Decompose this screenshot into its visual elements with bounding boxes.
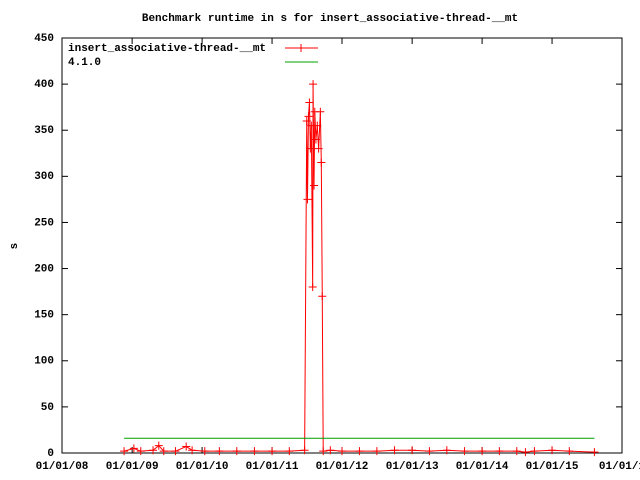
series-line (123, 84, 595, 453)
x-tick-label: 01/01/11 (246, 461, 299, 473)
point-marker (390, 446, 399, 455)
plot-frame (61, 37, 623, 454)
chart-title: Benchmark runtime in s for insert_associ… (142, 13, 518, 25)
x-tick-label: 01/01/15 (526, 461, 579, 473)
y-tick-label: 0 (47, 448, 54, 460)
point-marker (300, 446, 309, 455)
y-tick-label: 50 (41, 402, 54, 414)
point-marker (338, 447, 346, 456)
y-axis-label: s (9, 243, 21, 250)
point-marker (317, 158, 326, 167)
point-marker (149, 446, 158, 455)
x-tick-label: 01/01/14 (456, 461, 509, 473)
point-marker (200, 447, 209, 456)
x-tick-label: 01/01/12 (316, 461, 369, 473)
point-marker (304, 112, 313, 121)
point-marker (316, 107, 325, 116)
point-marker (129, 444, 138, 453)
point-marker (495, 447, 504, 456)
legend-label: insert_associative-thread-__mt (68, 43, 266, 55)
point-marker (306, 144, 315, 153)
point-marker (285, 447, 294, 456)
point-marker (590, 448, 599, 457)
point-marker (319, 447, 328, 456)
point-marker (408, 446, 417, 455)
y-tick-label: 300 (34, 171, 54, 183)
y-tick-label: 400 (34, 79, 54, 91)
point-marker (565, 447, 574, 456)
point-marker (154, 441, 163, 450)
y-tick-label: 350 (34, 125, 54, 137)
point-marker (309, 80, 318, 89)
point-marker (303, 195, 312, 204)
point-marker (159, 447, 168, 456)
point-marker (311, 135, 320, 144)
y-tick-label: 150 (34, 310, 54, 322)
point-marker (355, 447, 364, 456)
x-tick-label: 01/01/1 (599, 461, 640, 473)
point-marker (308, 283, 317, 291)
x-tick-label: 01/01/08 (36, 461, 89, 473)
point-marker (318, 292, 327, 301)
point-marker (314, 144, 323, 153)
point-marker (442, 446, 451, 455)
point-marker (250, 447, 259, 456)
point-marker (120, 447, 129, 456)
y-tick-label: 450 (34, 33, 54, 45)
point-marker (478, 447, 487, 456)
point-marker (215, 447, 224, 456)
point-marker (232, 447, 241, 456)
point-marker (268, 447, 277, 456)
y-tick-label: 100 (34, 356, 54, 368)
y-tick-label: 200 (34, 263, 54, 275)
x-tick-label: 01/01/09 (106, 461, 159, 473)
point-marker (171, 447, 180, 456)
point-marker (548, 446, 557, 455)
point-marker (310, 181, 319, 190)
point-marker (460, 447, 469, 456)
legend-label: 4.1.0 (68, 57, 101, 69)
point-marker (313, 121, 322, 130)
x-tick-label: 01/01/13 (386, 461, 439, 473)
point-marker (521, 448, 530, 457)
point-marker (305, 98, 314, 107)
x-tick-label: 01/01/10 (176, 461, 229, 473)
point-marker (182, 442, 191, 451)
point-marker (530, 447, 539, 456)
y-tick-label: 250 (34, 217, 54, 229)
point-marker (302, 117, 311, 125)
point-marker (136, 447, 145, 456)
point-marker (425, 447, 434, 456)
point-marker (372, 447, 381, 456)
point-marker (512, 447, 521, 456)
point-marker (326, 446, 335, 455)
point-marker (188, 446, 197, 455)
legend-marker (297, 44, 305, 52)
